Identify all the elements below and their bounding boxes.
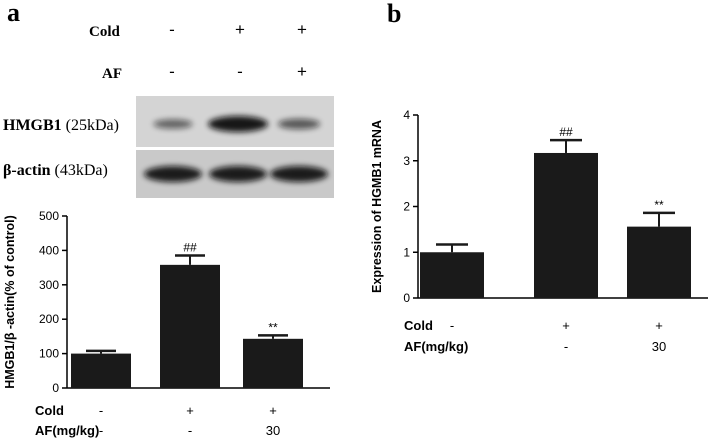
chart-a-x-row-value: - [99,403,103,418]
chart-b-significance-2: ## [559,125,573,139]
chart-a-bar-2 [160,264,220,388]
hmgb1-protein-bar-chart: 0 100 200 300 400 500 HMGB1/β -actin(% of cont… [3,209,330,438]
cold-sign-lane-1: - [169,20,175,39]
chart-a-y-tick-label: 0 [52,381,59,395]
chart-a-significance-3: ** [268,320,278,334]
panel-a-letter: a [7,0,20,27]
chart-a-x-row-value: + [186,403,194,418]
hmgb1-mrna-bar-chart: 0 1 2 3 4 Expression of HGMB1 mRNA ## ** Cold - + +… [370,108,708,354]
chart-b-x-row-label-1: Cold [404,318,433,333]
cold-condition-label: Cold [89,24,120,40]
chart-a-x-row-value: 30 [266,423,280,438]
actin-size: (43kDa) [54,162,108,179]
chart-b-x-row-value: + [562,318,570,333]
hmgb1-protein-name: HMGB1 [3,117,62,134]
chart-b-y-axis-label: Expression of HGMB1 mRNA [370,120,384,293]
chart-a-y-axis-label: HMGB1/β -actin(% of control) [3,215,17,389]
actin-band-lane-1 [144,166,202,182]
chart-b-x-row-value: - [450,339,454,354]
chart-a-y-tick-label: 500 [39,209,59,223]
chart-b-x-row-value: 30 [652,339,666,354]
af-sign-lane-3: + [297,62,307,81]
hmgb1-band-lane-2 [208,116,268,132]
chart-a-x-row-label-1: Cold [35,403,64,418]
chart-a-x-row-value: + [269,403,277,418]
chart-b-y-tick-label: 2 [403,200,410,214]
chart-b-bar-1 [420,252,484,298]
chart-a-y-tick-label: 100 [39,347,59,361]
chart-b-significance-3: ** [654,198,664,212]
chart-b-x-row-value: - [564,339,568,354]
chart-b-x-row-value: - [450,318,454,333]
chart-a-y-tick-label: 200 [39,312,59,326]
chart-b-x-row-label-2: AF(mg/kg) [404,339,468,354]
chart-b-bar-3 [627,226,691,298]
actin-band-lane-2 [209,166,267,182]
panel-b-letter: b [387,0,402,28]
chart-b-bar-2 [534,152,598,298]
actin-protein-name: β-actin [3,162,51,179]
chart-b-y-tick-label: 0 [403,291,410,305]
hmgb1-size: (25kDa) [65,117,119,134]
western-blot-image [136,96,334,198]
chart-b-x-row-value: + [655,318,663,333]
af-sign-lane-2: - [237,62,243,81]
chart-a-bar-1 [71,353,131,388]
cold-sign-lane-3: + [297,20,307,39]
actin-band-lane-3 [270,166,328,182]
chart-a-x-row-value: - [188,423,192,438]
af-sign-lane-1: - [169,62,175,81]
chart-b-y-tick-label: 3 [403,154,410,168]
hmgb1-blot-label: HMGB1 (25kDa) [3,117,119,135]
hmgb1-band-lane-1 [153,119,193,129]
chart-a-y-tick-label: 400 [39,243,59,257]
chart-b-y-tick-label: 4 [403,108,410,122]
chart-a-x-row-value: - [99,423,103,438]
actin-blot-label: β-actin (43kDa) [3,162,108,180]
chart-a-x-row-label-2: AF(mg/kg) [35,423,99,438]
cold-sign-lane-2: + [235,20,245,39]
hmgb1-band-lane-3 [277,118,321,130]
chart-a-y-tick-label: 300 [39,278,59,292]
chart-a-bar-3 [243,338,303,388]
af-condition-label: AF [102,66,122,82]
chart-b-y-tick-label: 1 [403,245,410,259]
chart-a-significance-2: ## [183,241,197,255]
